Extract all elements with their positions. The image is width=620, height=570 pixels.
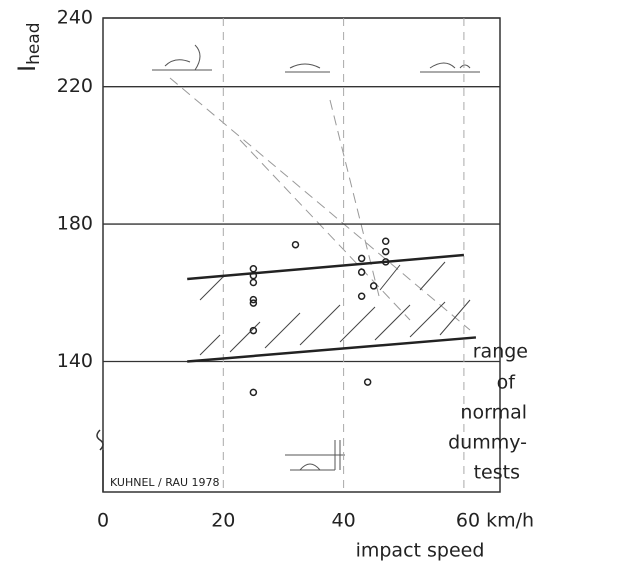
data-point	[357, 254, 366, 263]
y-tick-label: 220	[57, 75, 93, 97]
y-tick-label: 240	[57, 7, 93, 29]
data-point	[357, 268, 366, 276]
data-point	[249, 271, 258, 280]
y-tick-label: 140	[57, 350, 93, 372]
data-point	[249, 278, 258, 287]
x-tick-label: 0	[97, 510, 109, 532]
x-tick-label: 40	[332, 510, 356, 532]
data-point	[249, 326, 258, 335]
x-axis-label: impact speed	[356, 540, 485, 562]
annotation: dummy-	[448, 432, 527, 454]
annotation: normal	[460, 402, 527, 424]
data-point	[249, 295, 258, 304]
data-point	[381, 258, 390, 266]
y-axis-label: Ihead	[13, 22, 44, 72]
illustrations	[152, 44, 480, 471]
range-line	[187, 336, 477, 363]
plot-frame	[102, 17, 501, 493]
data-point	[369, 282, 378, 290]
range-line	[187, 253, 465, 281]
data-point	[291, 240, 300, 249]
background-trajectories	[169, 77, 471, 331]
x-tick-label: 20	[211, 510, 235, 532]
y-tick-label: 180	[57, 213, 93, 235]
data-point	[381, 237, 390, 246]
credit: KUHNEL / RAU 1978	[110, 476, 220, 489]
annotation: range	[473, 341, 528, 363]
data-point	[363, 378, 372, 386]
data-point	[249, 299, 258, 307]
hatching	[199, 261, 471, 356]
annotation: tests	[474, 462, 520, 484]
x-tick-label: 60 km/h	[456, 510, 534, 532]
data-point	[357, 292, 366, 300]
data-point	[381, 247, 390, 256]
axis-break	[96, 429, 104, 492]
annotation: of	[497, 372, 517, 394]
data-point	[249, 388, 258, 397]
y-label-sub: head	[24, 22, 44, 64]
y-label-main: I	[13, 65, 41, 72]
data-point	[249, 264, 258, 273]
